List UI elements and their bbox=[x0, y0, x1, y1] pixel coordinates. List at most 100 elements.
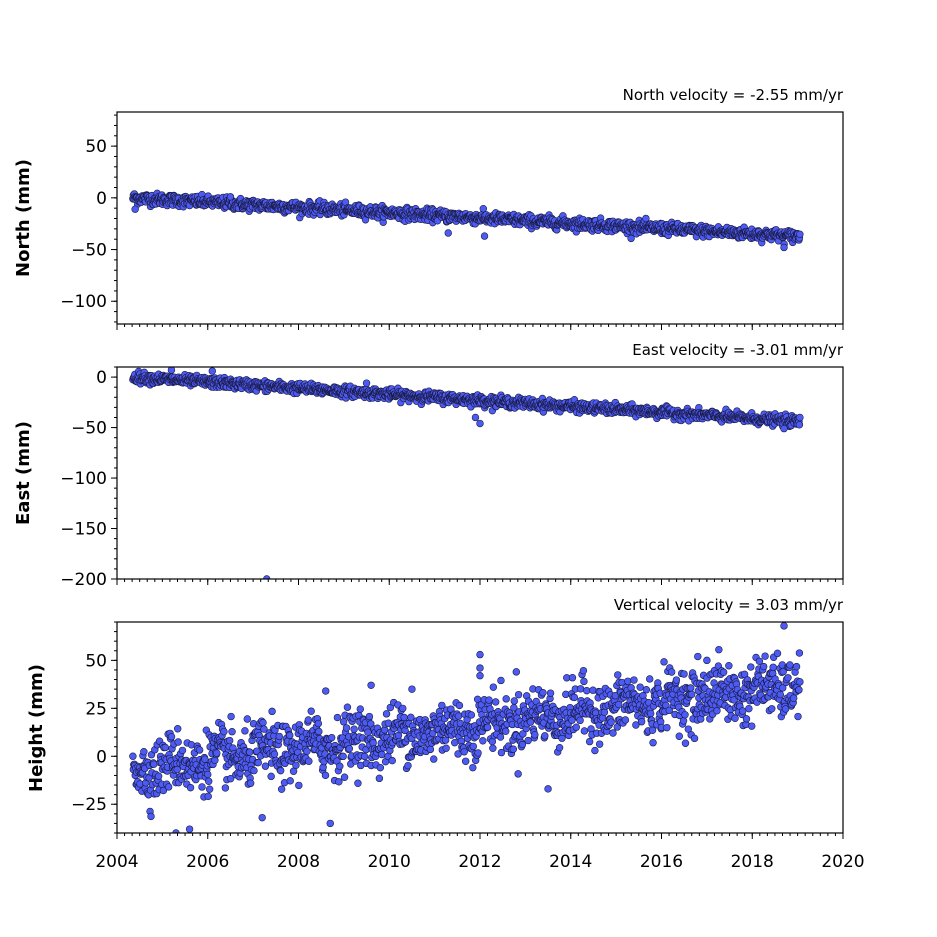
data-point bbox=[154, 772, 163, 780]
data-point bbox=[254, 758, 262, 767]
data-point bbox=[672, 676, 681, 684]
data-point bbox=[342, 724, 351, 732]
outlier-point bbox=[476, 664, 484, 672]
data-point bbox=[555, 743, 564, 752]
x-tick-label: 2020 bbox=[821, 852, 864, 872]
y-tick-label: 0 bbox=[96, 189, 107, 209]
data-point bbox=[454, 712, 463, 720]
data-point bbox=[360, 752, 369, 761]
data-point bbox=[213, 749, 221, 757]
outlier-point bbox=[362, 379, 371, 387]
data-point bbox=[779, 667, 787, 676]
east-plot-frame bbox=[116, 366, 844, 580]
data-point bbox=[195, 746, 204, 754]
data-point bbox=[796, 678, 804, 686]
x-tick-label: 2006 bbox=[186, 852, 229, 872]
data-point bbox=[789, 694, 798, 702]
data-point bbox=[260, 725, 268, 733]
data-point bbox=[648, 726, 657, 734]
data-point bbox=[178, 746, 187, 755]
x-tick-label: 2018 bbox=[731, 852, 774, 872]
data-point bbox=[333, 713, 342, 722]
outlier-point bbox=[703, 656, 711, 665]
data-point bbox=[356, 705, 364, 713]
outlier-point bbox=[780, 424, 788, 433]
east-y-ticks: 0 −50 −100 −150 −200 bbox=[60, 366, 117, 590]
data-point bbox=[583, 686, 591, 695]
data-point bbox=[636, 683, 644, 691]
data-point bbox=[576, 685, 585, 693]
data-point bbox=[479, 737, 487, 745]
data-point bbox=[375, 774, 384, 783]
data-point bbox=[776, 690, 785, 699]
data-point bbox=[580, 727, 589, 735]
data-point bbox=[430, 755, 438, 763]
vertical-velocity-title: Vertical velocity = 3.03 mm/yr bbox=[614, 596, 844, 614]
data-point bbox=[627, 234, 635, 243]
data-point bbox=[295, 781, 303, 790]
x-tick-label: 2014 bbox=[549, 852, 592, 872]
data-point bbox=[679, 717, 688, 725]
data-point bbox=[161, 743, 170, 752]
data-point bbox=[354, 779, 362, 787]
data-point bbox=[259, 718, 267, 727]
data-point bbox=[609, 729, 617, 737]
east-points bbox=[129, 367, 804, 579]
data-point bbox=[514, 770, 522, 778]
data-point bbox=[687, 684, 695, 692]
data-point bbox=[303, 747, 311, 755]
data-point bbox=[186, 783, 195, 792]
data-point bbox=[140, 747, 148, 756]
data-point bbox=[173, 765, 181, 774]
data-point bbox=[277, 785, 286, 793]
data-point bbox=[340, 773, 349, 781]
x-tick-label: 2008 bbox=[277, 852, 320, 872]
data-point bbox=[489, 683, 498, 691]
data-point bbox=[227, 712, 235, 721]
y-tick-label: −150 bbox=[60, 520, 107, 540]
data-point bbox=[745, 704, 753, 713]
data-point bbox=[461, 757, 470, 765]
data-point bbox=[228, 728, 236, 736]
data-point bbox=[715, 645, 723, 654]
outlier-point bbox=[226, 193, 235, 201]
data-point bbox=[725, 662, 733, 670]
data-point bbox=[572, 723, 580, 731]
data-point bbox=[690, 734, 699, 743]
y-tick-label: 0 bbox=[96, 747, 107, 767]
outlier-point bbox=[780, 243, 788, 252]
data-point bbox=[307, 707, 315, 715]
data-point bbox=[204, 770, 212, 779]
north-plot-frame bbox=[116, 111, 844, 325]
x-tick-label: 2012 bbox=[458, 852, 501, 872]
data-point bbox=[768, 705, 776, 713]
data-point bbox=[795, 421, 804, 429]
data-point bbox=[687, 690, 696, 699]
data-point bbox=[518, 740, 527, 749]
data-point bbox=[769, 663, 777, 671]
data-point bbox=[451, 738, 459, 747]
data-point bbox=[660, 658, 668, 666]
data-point bbox=[761, 652, 769, 660]
data-point bbox=[388, 756, 396, 765]
data-point bbox=[585, 737, 594, 746]
outlier-point bbox=[444, 229, 452, 237]
data-point bbox=[637, 717, 646, 726]
data-point bbox=[339, 718, 348, 726]
data-point bbox=[713, 707, 721, 715]
data-point bbox=[365, 712, 374, 721]
data-point bbox=[497, 676, 505, 685]
data-point bbox=[748, 722, 756, 730]
east-y-axis-label: East (mm) bbox=[13, 421, 34, 525]
data-point bbox=[665, 706, 673, 715]
y-tick-label: −50 bbox=[71, 419, 107, 439]
data-point bbox=[541, 732, 549, 740]
data-point bbox=[755, 657, 764, 665]
north-y-axis-label: North (mm) bbox=[13, 159, 34, 277]
data-point bbox=[630, 676, 638, 684]
data-point bbox=[568, 674, 577, 682]
data-point bbox=[747, 663, 755, 671]
data-point bbox=[496, 733, 505, 741]
outlier-point bbox=[471, 413, 480, 422]
height-x-ticks: 2004 2006 2008 2010 2012 2014 2016 2018 2020 bbox=[95, 833, 865, 872]
